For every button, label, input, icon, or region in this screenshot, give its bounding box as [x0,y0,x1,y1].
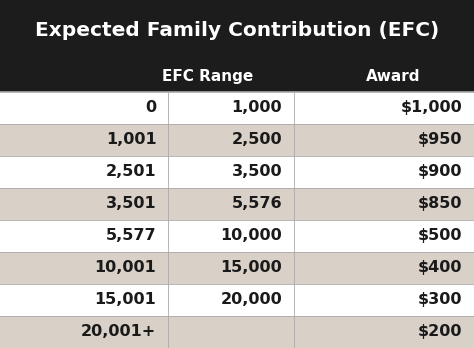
Text: 10,000: 10,000 [220,228,282,243]
Text: 3,501: 3,501 [106,196,156,211]
Text: Expected Family Contribution (EFC): Expected Family Contribution (EFC) [35,21,439,40]
Text: $200: $200 [418,324,462,339]
Text: $400: $400 [418,260,462,275]
Text: 2,500: 2,500 [231,132,282,147]
Text: 1,001: 1,001 [106,132,156,147]
Text: 2,501: 2,501 [106,164,156,179]
Text: $500: $500 [418,228,462,243]
Bar [0,284,474,316]
Text: Award: Award [366,69,420,84]
Bar [0,156,474,188]
Text: $900: $900 [418,164,462,179]
Bar [0,92,474,124]
Text: 20,000: 20,000 [220,292,282,307]
Text: 5,576: 5,576 [231,196,282,211]
Bar [0,124,474,156]
Bar [0,188,474,220]
Bar [0,252,474,284]
Bar [0,220,474,252]
Text: 15,001: 15,001 [95,292,156,307]
Text: $950: $950 [418,132,462,147]
Text: $300: $300 [418,292,462,307]
Text: $1,000: $1,000 [401,100,462,115]
Text: 20,001+: 20,001+ [81,324,156,339]
Text: $850: $850 [418,196,462,211]
Text: 3,500: 3,500 [231,164,282,179]
Text: 5,577: 5,577 [106,228,156,243]
Text: 0: 0 [146,100,156,115]
Text: 10,001: 10,001 [95,260,156,275]
Text: 15,000: 15,000 [220,260,282,275]
Bar [0,316,474,348]
Text: 1,000: 1,000 [231,100,282,115]
Text: EFC Range: EFC Range [162,69,253,84]
